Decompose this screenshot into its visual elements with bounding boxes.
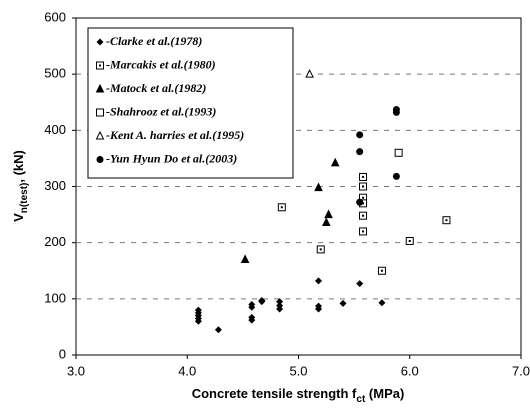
point bbox=[314, 182, 323, 192]
y-tick-label: 300 bbox=[44, 178, 66, 193]
legend-label: -Matock et al.(1982) bbox=[106, 81, 206, 95]
marker-dot bbox=[362, 175, 365, 178]
point bbox=[392, 172, 400, 180]
marker-dot bbox=[319, 248, 322, 251]
point bbox=[378, 299, 386, 307]
point bbox=[240, 254, 250, 264]
point bbox=[276, 302, 284, 310]
legend-label: -Clarke et al.(1978) bbox=[106, 34, 202, 48]
point bbox=[248, 300, 256, 308]
point bbox=[356, 280, 364, 288]
point bbox=[322, 217, 331, 226]
marker-dot bbox=[362, 214, 365, 217]
legend-marker bbox=[95, 130, 105, 140]
marker-dot bbox=[362, 196, 365, 199]
point bbox=[356, 148, 364, 156]
point bbox=[392, 108, 400, 116]
marker-dot bbox=[362, 185, 365, 188]
y-tick-label: 400 bbox=[44, 122, 66, 137]
x-label-end: (MPa) bbox=[365, 386, 404, 401]
marker-dot bbox=[362, 202, 365, 205]
x-tick-label: 3.0 bbox=[67, 363, 85, 378]
marker-dot bbox=[362, 230, 365, 233]
marker-dot bbox=[445, 219, 448, 222]
marker-dot bbox=[380, 269, 383, 272]
y-tick-label: 0 bbox=[59, 346, 66, 361]
point bbox=[214, 326, 222, 334]
x-tick-label: 7.0 bbox=[512, 363, 530, 378]
marker-dot bbox=[280, 206, 283, 209]
legend-label: -Shahrooz et al.(1993) bbox=[106, 104, 216, 118]
x-label-sub: ct bbox=[356, 394, 366, 405]
y-label-sub: n(test) bbox=[19, 183, 30, 214]
legend-label: -Kent A. harries et al.(1995) bbox=[106, 128, 244, 142]
legend-marker bbox=[96, 108, 104, 117]
point bbox=[339, 299, 347, 307]
point bbox=[356, 198, 364, 206]
point bbox=[258, 297, 266, 305]
x-label-main: Concrete tensile strength f bbox=[192, 386, 357, 401]
y-tick-label: 500 bbox=[44, 66, 66, 81]
point bbox=[315, 277, 323, 285]
y-tick-label: 200 bbox=[44, 234, 66, 249]
legend-label: -Marcakis et al.(1980) bbox=[106, 57, 216, 71]
legend-label: -Yun Hyun Do et al.(2003) bbox=[106, 151, 237, 165]
point bbox=[394, 148, 403, 157]
marker-dot bbox=[99, 64, 101, 67]
legend-marker bbox=[95, 83, 105, 93]
marker-dot bbox=[408, 239, 411, 242]
x-tick-label: 6.0 bbox=[401, 363, 419, 378]
y-label-main: V bbox=[11, 213, 26, 222]
point bbox=[324, 209, 333, 219]
y-label-end: , (kN) bbox=[11, 150, 26, 183]
y-axis-label: Vn(test), (kN) bbox=[11, 150, 29, 222]
point bbox=[276, 298, 284, 306]
point bbox=[248, 313, 256, 321]
legend-marker bbox=[96, 156, 104, 163]
y-tick-label: 100 bbox=[44, 290, 66, 305]
point bbox=[194, 306, 202, 314]
x-tick-label: 4.0 bbox=[178, 363, 196, 378]
y-tick-label: 600 bbox=[44, 9, 66, 24]
x-tick-label: 5.0 bbox=[289, 363, 307, 378]
legend-box bbox=[87, 27, 294, 179]
point bbox=[305, 69, 314, 78]
x-axis-label: Concrete tensile strength fct (MPa) bbox=[192, 386, 405, 404]
legend-marker bbox=[96, 38, 104, 46]
point bbox=[315, 302, 323, 310]
point bbox=[356, 131, 364, 139]
point bbox=[330, 157, 340, 167]
